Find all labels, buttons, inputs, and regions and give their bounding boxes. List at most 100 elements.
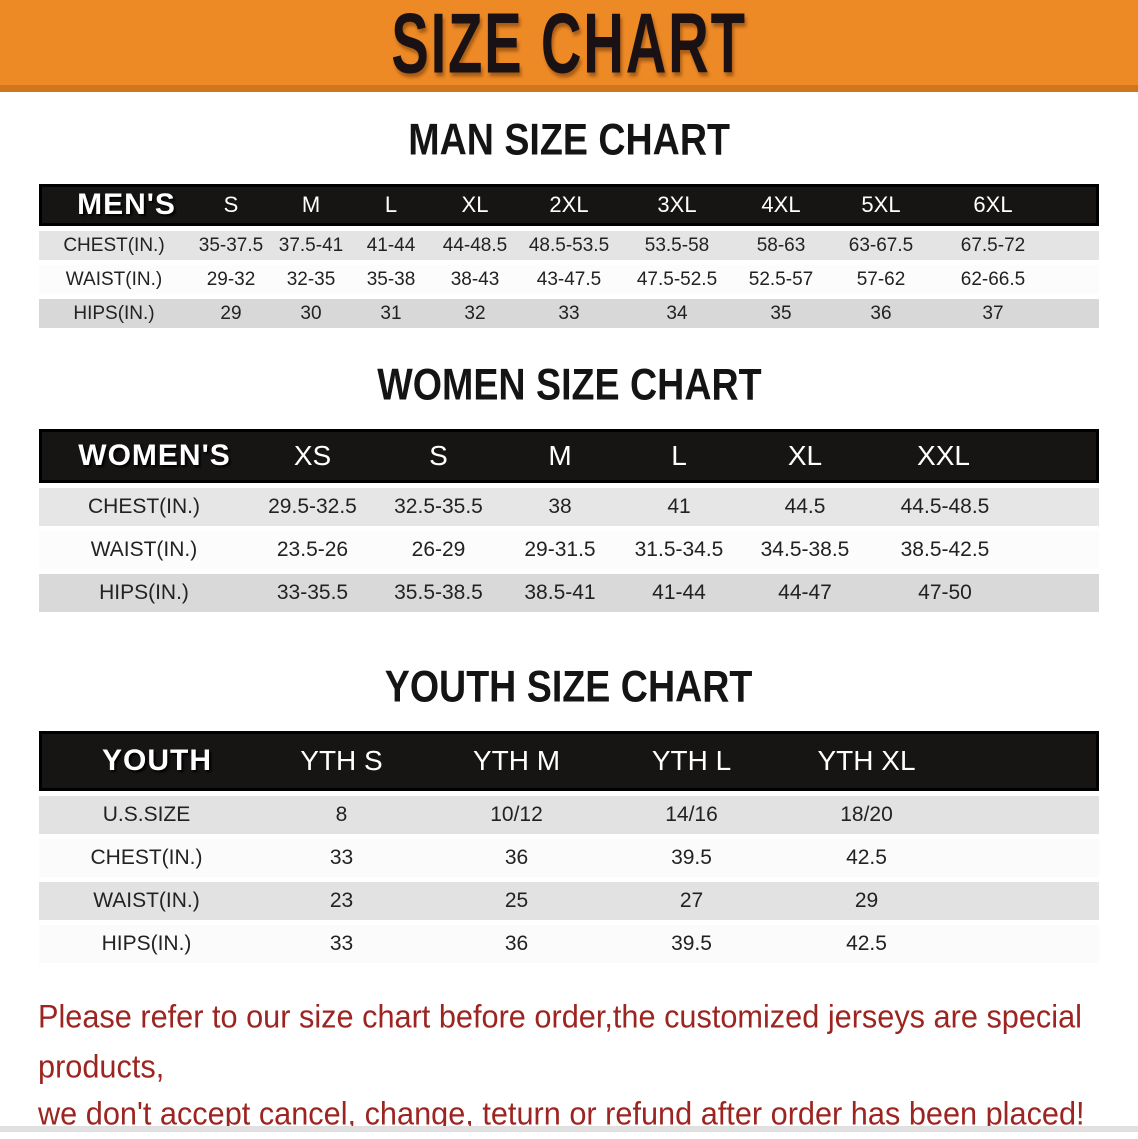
row-label: WAIST(IN.) xyxy=(39,265,189,294)
cell-value: 36 xyxy=(429,839,604,877)
cell-value: 33 xyxy=(254,925,429,963)
cell-value: 44.5 xyxy=(739,488,871,526)
table-row: WAIST(IN.) 29-32 32-35 35-38 38-43 43-47.5 47.… xyxy=(39,265,1099,294)
cell-value: 34 xyxy=(621,299,733,328)
women-size-chart-title: WOMEN SIZE CHART xyxy=(376,360,762,410)
cell-value: 62-66.5 xyxy=(933,265,1053,294)
cell-value: 10/12 xyxy=(429,796,604,834)
row-label: CHEST(IN.) xyxy=(39,488,249,526)
column-header: YTH L xyxy=(604,731,779,791)
row-label: CHEST(IN.) xyxy=(39,839,254,877)
cell-value: 44-47 xyxy=(739,574,871,612)
cell-value: 52.5-57 xyxy=(733,265,829,294)
row-label: CHEST(IN.) xyxy=(39,231,189,260)
cell-value: 38 xyxy=(501,488,619,526)
column-header: S xyxy=(376,429,501,483)
banner-title: SIZE CHART xyxy=(391,0,747,91)
cell-value: 48.5-53.5 xyxy=(517,231,621,260)
cell-value: 35.5-38.5 xyxy=(376,574,501,612)
cell-value: 38.5-42.5 xyxy=(871,531,1099,569)
column-header: XS xyxy=(249,429,376,483)
cell-value: 31 xyxy=(349,299,433,328)
table-row: CHEST(IN.) 29.5-32.5 32.5-35.5 38 41 44.5 44.5… xyxy=(39,488,1099,526)
cell-value: 29 xyxy=(779,882,954,920)
column-header: XXL xyxy=(871,429,1099,483)
table-row: HIPS(IN.) 33-35.5 35.5-38.5 38.5-41 41-44 44-… xyxy=(39,574,1099,612)
cell-value: 42.5 xyxy=(779,925,954,963)
cell-value: 38-43 xyxy=(433,265,517,294)
table-row: HIPS(IN.) 29 30 31 32 33 34 35 36 37 xyxy=(39,299,1099,328)
cell-value: 37.5-41 xyxy=(273,231,349,260)
table-row: CHEST(IN.) 33 36 39.5 42.5 xyxy=(39,839,1099,877)
table-title: MEN'S xyxy=(39,184,189,226)
man-section-heading: MAN SIZE CHART xyxy=(0,115,1138,165)
cell-value: 44-48.5 xyxy=(433,231,517,260)
cell-spacer xyxy=(954,796,1099,834)
column-header: YTH M xyxy=(429,731,604,791)
table-row: HIPS(IN.) 33 36 39.5 42.5 xyxy=(39,925,1099,963)
table-header-row: YOUTH YTH S YTH M YTH L YTH XL xyxy=(39,731,1099,791)
cell-value: 43-47.5 xyxy=(517,265,621,294)
cell-spacer xyxy=(1053,265,1099,294)
row-label: HIPS(IN.) xyxy=(39,574,249,612)
cell-value: 36 xyxy=(829,299,933,328)
cell-value: 44.5-48.5 xyxy=(871,488,1099,526)
row-label: U.S.SIZE xyxy=(39,796,254,834)
cell-spacer xyxy=(954,882,1099,920)
youth-size-table: YOUTH YTH S YTH M YTH L YTH XL U.S.SIZE 8 10/12… xyxy=(39,726,1099,968)
row-label: HIPS(IN.) xyxy=(39,925,254,963)
column-header: S xyxy=(189,184,273,226)
cell-value: 41-44 xyxy=(349,231,433,260)
cell-value: 67.5-72 xyxy=(933,231,1053,260)
cell-value: 23.5-26 xyxy=(249,531,376,569)
women-section-heading: WOMEN SIZE CHART xyxy=(0,360,1138,410)
women-size-table: WOMEN'S XS S M L XL XXL CHEST(IN.) 29.5-32.5 32.5… xyxy=(39,424,1099,617)
column-header: 2XL xyxy=(517,184,621,226)
cell-value: 33 xyxy=(517,299,621,328)
table-row: WAIST(IN.) 23.5-26 26-29 29-31.5 31.5-34.5 34… xyxy=(39,531,1099,569)
cell-value: 29.5-32.5 xyxy=(249,488,376,526)
column-header: 6XL xyxy=(933,184,1053,226)
disclaimer-line-2: we don't accept cancel, change, teturn o… xyxy=(38,1095,1085,1132)
cell-value: 26-29 xyxy=(376,531,501,569)
table-title: WOMEN'S xyxy=(39,429,249,483)
column-header: YTH S xyxy=(254,731,429,791)
header-spacer xyxy=(1053,184,1099,226)
cell-value: 39.5 xyxy=(604,925,779,963)
cell-value: 33 xyxy=(254,839,429,877)
cell-value: 31.5-34.5 xyxy=(619,531,739,569)
table-header-row: MEN'S S M L XL 2XL 3XL 4XL 5XL 6XL xyxy=(39,184,1099,226)
column-header: 5XL xyxy=(829,184,933,226)
row-label: HIPS(IN.) xyxy=(39,299,189,328)
column-header: L xyxy=(349,184,433,226)
header-spacer xyxy=(954,731,1099,791)
column-header: M xyxy=(273,184,349,226)
men-size-table: MEN'S S M L XL 2XL 3XL 4XL 5XL 6XL CHEST(IN.) 35-37… xyxy=(39,179,1099,333)
youth-section-heading: YOUTH SIZE CHART xyxy=(0,662,1138,711)
column-header: M xyxy=(501,429,619,483)
column-header: XL xyxy=(739,429,871,483)
column-header: 3XL xyxy=(621,184,733,226)
cell-value: 18/20 xyxy=(779,796,954,834)
column-header: 4XL xyxy=(733,184,829,226)
cell-value: 32-35 xyxy=(273,265,349,294)
cell-value: 8 xyxy=(254,796,429,834)
cell-value: 41 xyxy=(619,488,739,526)
cell-value: 27 xyxy=(604,882,779,920)
table-row: U.S.SIZE 8 10/12 14/16 18/20 xyxy=(39,796,1099,834)
cell-value: 32 xyxy=(433,299,517,328)
cell-value: 57-62 xyxy=(829,265,933,294)
man-size-chart-title: MAN SIZE CHART xyxy=(408,115,730,165)
cell-spacer xyxy=(954,925,1099,963)
column-header: XL xyxy=(433,184,517,226)
disclaimer-line-1: Please refer to our size chart before or… xyxy=(38,998,1082,1085)
cell-value: 29 xyxy=(189,299,273,328)
bottom-edge-strip xyxy=(0,1126,1138,1132)
table-row: WAIST(IN.) 23 25 27 29 xyxy=(39,882,1099,920)
size-chart-banner: SIZE CHART xyxy=(0,0,1138,92)
table-title: YOUTH xyxy=(39,731,254,791)
cell-value: 29-31.5 xyxy=(501,531,619,569)
row-label: WAIST(IN.) xyxy=(39,531,249,569)
row-label: WAIST(IN.) xyxy=(39,882,254,920)
cell-value: 35-38 xyxy=(349,265,433,294)
